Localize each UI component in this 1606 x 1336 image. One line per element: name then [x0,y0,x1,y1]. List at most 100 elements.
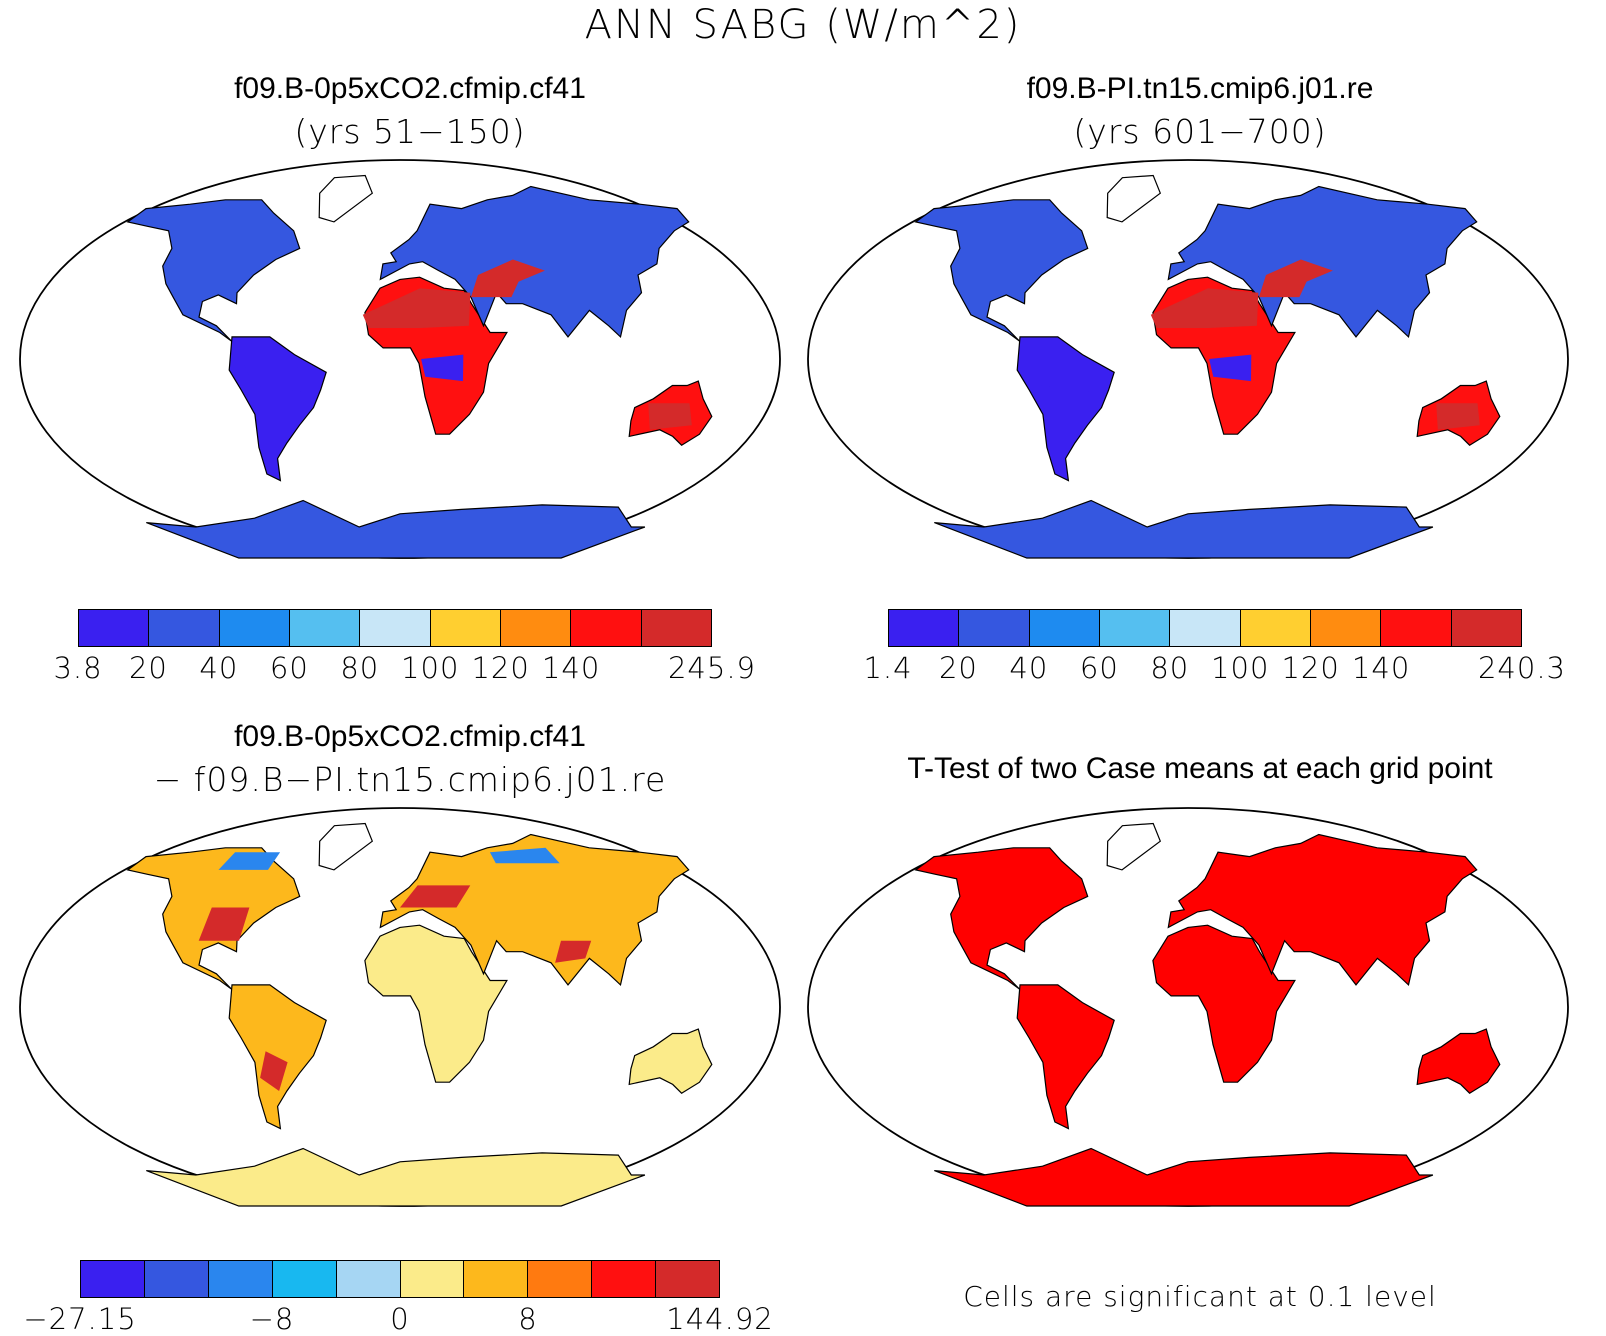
desert-region [1436,403,1480,430]
panel1-colorbar [78,609,712,647]
tropical-region [241,359,307,393]
colorbar-cell [289,610,361,646]
panel4-footnote: Cells are significant at 0.1 level [963,1280,1437,1313]
positive-anomaly-region [400,885,471,908]
desert-region [648,403,692,430]
colorbar-tick-label: −27.15 [23,1302,137,1336]
colorbar-tick-label: 40 [199,651,239,685]
colorbar-cell [81,1261,145,1297]
eurasia-landmass [1167,833,1478,987]
colorbar-tick-label: 20 [938,651,978,685]
colorbar-cell [464,1261,529,1297]
positive-anomaly-region [555,940,592,963]
eurasia-landmass [379,185,690,339]
positive-anomaly-region [260,1051,288,1091]
tropical-region [1029,359,1095,393]
greenland-landmass [1106,822,1162,871]
panel3-diff-label: − f09.B−PI.tn15.cmip6.j01.re [153,760,667,799]
colorbar-tick-label: 0 [390,1302,410,1336]
south-america-landmass [228,984,327,1130]
colorbar-tick-label: 20 [128,651,168,685]
panel2-colorbar [888,609,1522,647]
panel1-case-name: f09.B-0p5xCO2.cfmip.cf41 [234,72,586,105]
australia-landmass [1416,1028,1501,1094]
colorbar-cell [571,610,642,646]
colorbar-tick-label: 144.92 [666,1302,774,1336]
desert-region [470,259,545,298]
negative-anomaly-region [218,852,281,870]
colorbar-cell [336,1261,401,1297]
colorbar-cell [79,610,150,646]
panel3-colorbar [80,1260,720,1298]
greenland-landmass [318,174,374,223]
colorbar-cell [1099,610,1171,646]
tropical-region [1209,354,1252,382]
colorbar-cell [641,610,711,646]
south-america-landmass [1016,984,1115,1130]
eurasia-landmass [1167,185,1478,339]
colorbar-tick-label: 120 [1281,651,1340,685]
tropical-region [421,354,464,382]
panel2-years: (yrs 601−700) [1073,112,1327,151]
colorbar-tick-label: −8 [249,1302,295,1336]
panel2-map [807,159,1569,559]
colorbar-cell [208,1261,273,1297]
panel2-case-name: f09.B-PI.tn15.cmip6.j01.re [1026,72,1374,105]
panel3-colorbar-ticks: −27.15 −8 0 8 144.92 [23,1302,772,1336]
colorbar-tick-label: 100 [401,651,460,685]
negative-anomaly-region [489,847,560,864]
colorbar-tick-label: 1.4 [863,651,913,685]
colorbar-cell [1310,610,1382,646]
colorbar-tick-label: 80 [340,651,380,685]
colorbar-tick-label: 100 [1211,651,1270,685]
colorbar-cell [360,610,431,646]
panel3-case-name: f09.B-0p5xCO2.cfmip.cf41 [234,720,586,753]
colorbar-cell [144,1261,209,1297]
desert-region [362,288,471,328]
colorbar-cell [1381,610,1452,646]
colorbar-tick-label: 140 [541,651,601,685]
colorbar-cell [1240,610,1311,646]
australia-landmass [628,1028,713,1094]
colorbar-tick-label: 60 [1079,651,1119,685]
north-america-landmass [914,847,1089,990]
panel1-colorbar-ticks: 3.8 20 40 60 80 100 120 140 245.9 [53,651,755,685]
greenland-landmass [1106,174,1162,223]
colorbar-tick-label: 240.3 [1477,651,1567,685]
panel4-map [807,807,1569,1207]
colorbar-tick-label: 3.8 [53,651,103,685]
colorbar-tick-label: 40 [1009,651,1049,685]
colorbar-tick-label: 8 [518,1302,538,1336]
colorbar-tick-label: 60 [269,651,309,685]
north-america-landmass [914,199,1089,342]
colorbar-cell [889,610,960,646]
colorbar-tick-label: 80 [1150,651,1190,685]
colorbar-cell [272,1261,337,1297]
colorbar-tick-label: 245.9 [667,651,757,685]
africa-landmass [1152,924,1296,1083]
antarctica-landmass [934,1147,1434,1207]
colorbar-cell [656,1261,720,1297]
panel4-title: T-Test of two Case means at each grid po… [907,752,1493,785]
north-america-landmass [126,199,301,342]
colorbar-tick-label: 120 [471,651,530,685]
colorbar-cell [528,1261,593,1297]
antarctica-landmass [146,1147,646,1207]
antarctica-landmass [934,499,1434,559]
colorbar-tick-label: 140 [1351,651,1411,685]
colorbar-cell [1170,610,1241,646]
colorbar-cell [959,610,1030,646]
colorbar-cell [400,1261,465,1297]
colorbar-cell [1029,610,1100,646]
panel1-map [19,159,781,559]
greenland-landmass [318,822,374,871]
colorbar-cell [1451,610,1521,646]
colorbar-cell [219,610,290,646]
eurasia-landmass [379,833,690,987]
colorbar-cell [149,610,220,646]
positive-anomaly-region [198,907,250,941]
panel2-colorbar-ticks: 1.4 20 40 60 80 100 120 140 240.3 [863,651,1565,685]
colorbar-cell [430,610,501,646]
desert-region [1258,259,1333,298]
desert-region [1150,288,1259,328]
